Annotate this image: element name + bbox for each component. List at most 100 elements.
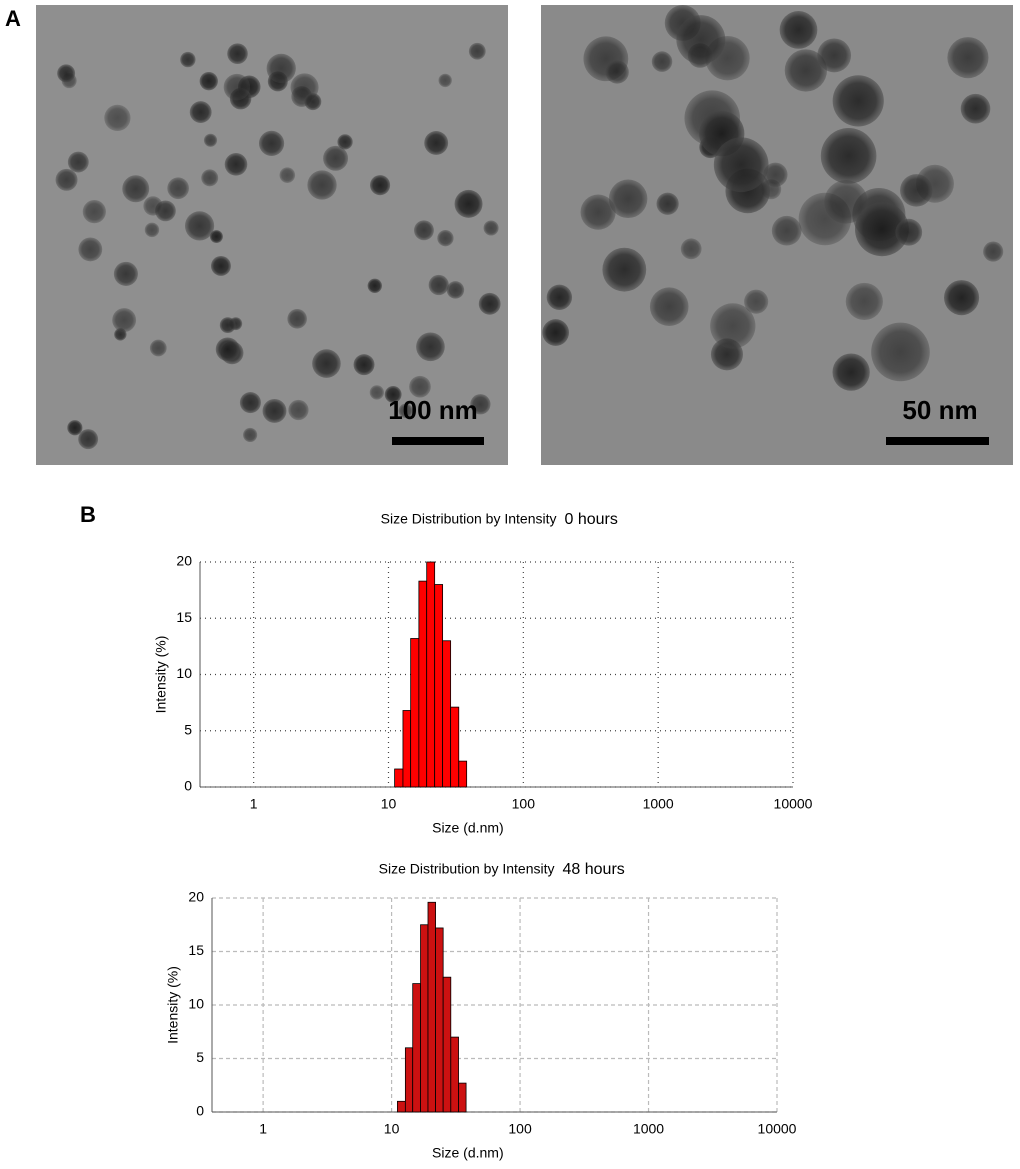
particles: [542, 5, 1004, 391]
particle: [167, 177, 189, 200]
particle: [947, 37, 989, 79]
bar: [420, 924, 429, 1113]
particle: [656, 192, 679, 215]
particle: [312, 349, 341, 378]
particle: [367, 278, 382, 294]
particle: [144, 222, 160, 238]
particle: [446, 281, 465, 299]
particle: [438, 73, 452, 88]
particle: [409, 375, 431, 398]
particle: [428, 274, 449, 296]
y-tick-label: 0: [184, 778, 192, 794]
particle: [201, 169, 219, 187]
bar: [442, 640, 452, 788]
bar: [426, 561, 436, 788]
particle: [413, 220, 434, 241]
particle: [820, 128, 877, 184]
particle: [542, 319, 570, 346]
particle: [209, 230, 223, 243]
particle: [763, 162, 788, 187]
scale-bar: [886, 437, 989, 445]
particle: [243, 427, 258, 443]
y-tick-label: 5: [196, 1049, 204, 1065]
particles: [55, 42, 501, 450]
particle: [983, 241, 1004, 262]
particle: [398, 403, 413, 418]
particle: [369, 385, 384, 400]
particle: [104, 104, 131, 132]
particle: [180, 51, 196, 68]
particle: [149, 339, 167, 357]
particle: [478, 292, 501, 315]
y-tick-label: 0: [196, 1103, 204, 1119]
bar: [458, 1082, 467, 1113]
panel-label: A: [5, 6, 21, 31]
particle: [713, 137, 769, 193]
x-tick-label: 1: [259, 1121, 267, 1137]
y-tick-label: 20: [188, 889, 204, 905]
particle: [680, 238, 702, 260]
particle: [483, 220, 499, 236]
particle: [416, 332, 445, 362]
particle: [470, 394, 491, 415]
particle: [437, 230, 454, 247]
particle: [199, 71, 218, 91]
bar: [404, 1047, 414, 1113]
particle: [288, 399, 309, 421]
chart-subtitle: 0 hours: [565, 511, 618, 528]
bar: [402, 710, 412, 788]
particle: [771, 215, 802, 246]
y-axis-label: Intensity (%): [165, 966, 181, 1044]
particle: [454, 189, 483, 218]
particle: [824, 180, 868, 224]
bar: [418, 580, 428, 788]
y-tick-label: 15: [176, 609, 192, 625]
x-tick-label: 100: [512, 796, 536, 812]
particle: [370, 175, 391, 196]
particle: [580, 194, 616, 230]
bar: [397, 1100, 406, 1113]
particle: [353, 354, 375, 376]
y-axis-label: Intensity (%): [153, 636, 169, 714]
particle: [784, 49, 827, 92]
particle: [262, 399, 287, 423]
bar: [412, 983, 421, 1113]
particle: [710, 303, 756, 349]
particle: [258, 130, 285, 156]
particle: [676, 15, 726, 65]
scale-bar-label: 100 nm: [388, 395, 478, 425]
particle: [900, 174, 933, 207]
particle: [779, 11, 818, 49]
particle: [817, 38, 852, 73]
chart-subtitle: 48 hours: [563, 861, 625, 878]
y-tick-label: 5: [184, 721, 192, 737]
particle: [605, 60, 629, 84]
bar: [410, 638, 420, 788]
particle: [602, 247, 647, 292]
particle: [215, 337, 240, 362]
particle: [649, 287, 689, 326]
panel-label: B: [80, 502, 96, 527]
particle: [546, 284, 573, 311]
particle: [960, 93, 991, 124]
particle: [307, 170, 337, 200]
particle: [944, 280, 980, 316]
y-tick-label: 10: [188, 996, 204, 1012]
particle: [227, 43, 248, 64]
particle: [219, 317, 236, 334]
x-tick-label: 1: [250, 796, 258, 812]
particle: [832, 353, 870, 391]
x-axis-label: Size (d.nm): [432, 1145, 504, 1161]
particle: [304, 93, 322, 111]
particle: [82, 200, 106, 224]
particle: [424, 131, 449, 155]
bar: [442, 976, 452, 1113]
particle: [113, 261, 138, 286]
scale-bar-label: 50 nm: [902, 395, 977, 425]
particle: [57, 64, 76, 83]
particle: [122, 175, 150, 203]
particle: [651, 51, 673, 72]
bar: [450, 706, 460, 788]
chart-title: Size Distribution by Intensity: [379, 861, 555, 877]
y-tick-label: 15: [188, 942, 204, 958]
